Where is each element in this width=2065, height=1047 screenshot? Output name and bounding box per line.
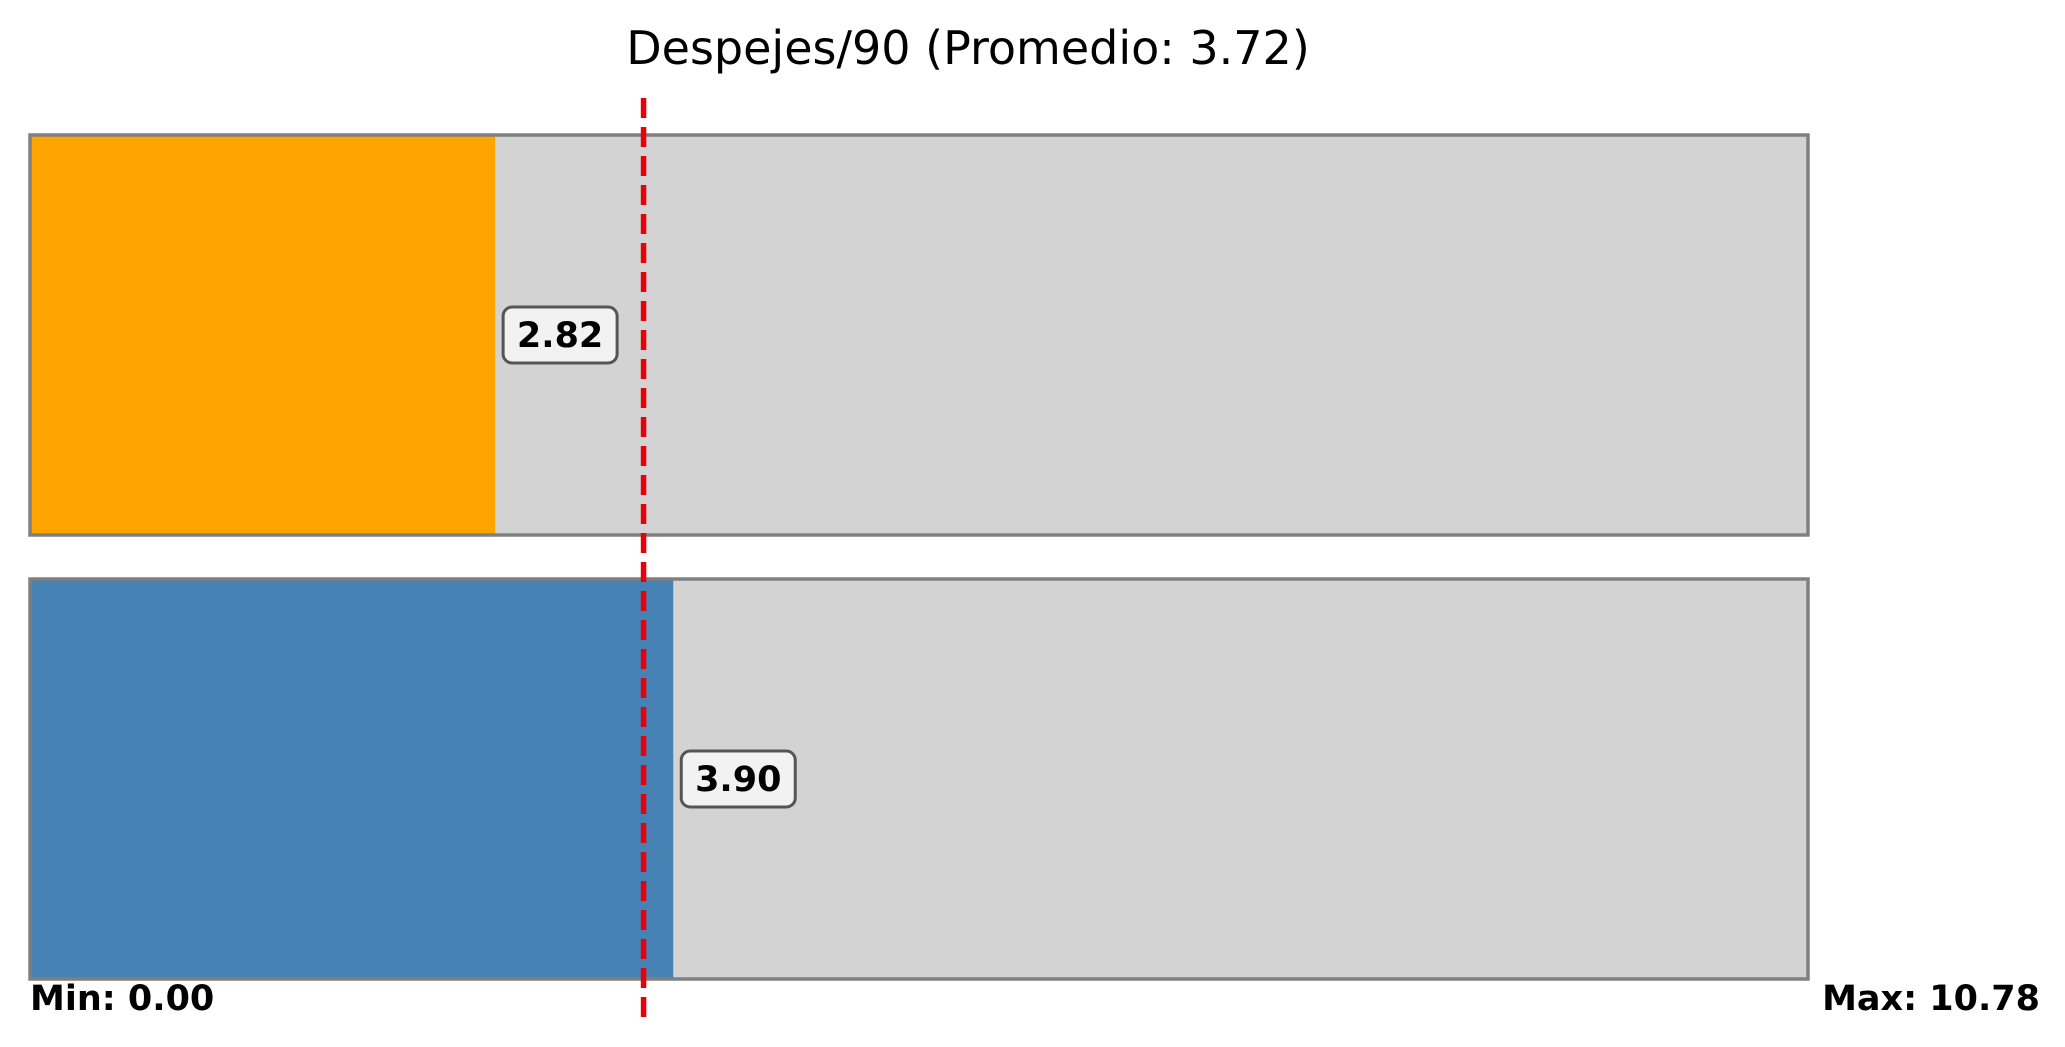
bar-border-2	[28, 577, 1810, 981]
value-labels-layer: 2.82 3.90	[501, 305, 797, 809]
value-bar-2	[30, 579, 674, 979]
value-label-1: 2.82	[517, 316, 603, 356]
bars-layer	[28, 133, 1810, 981]
value-label-2: 3.90	[695, 760, 781, 800]
min-label: Min: 0.00	[30, 979, 214, 1019]
value-label-box-1	[501, 305, 619, 365]
value-label-box-2	[679, 749, 797, 809]
chart-title: Despejes/90 (Promedio: 3.72)	[626, 21, 1310, 75]
max-label: Max: 10.78	[1822, 979, 2040, 1019]
value-bar-1	[30, 135, 496, 535]
bar-border-1	[28, 133, 1810, 537]
